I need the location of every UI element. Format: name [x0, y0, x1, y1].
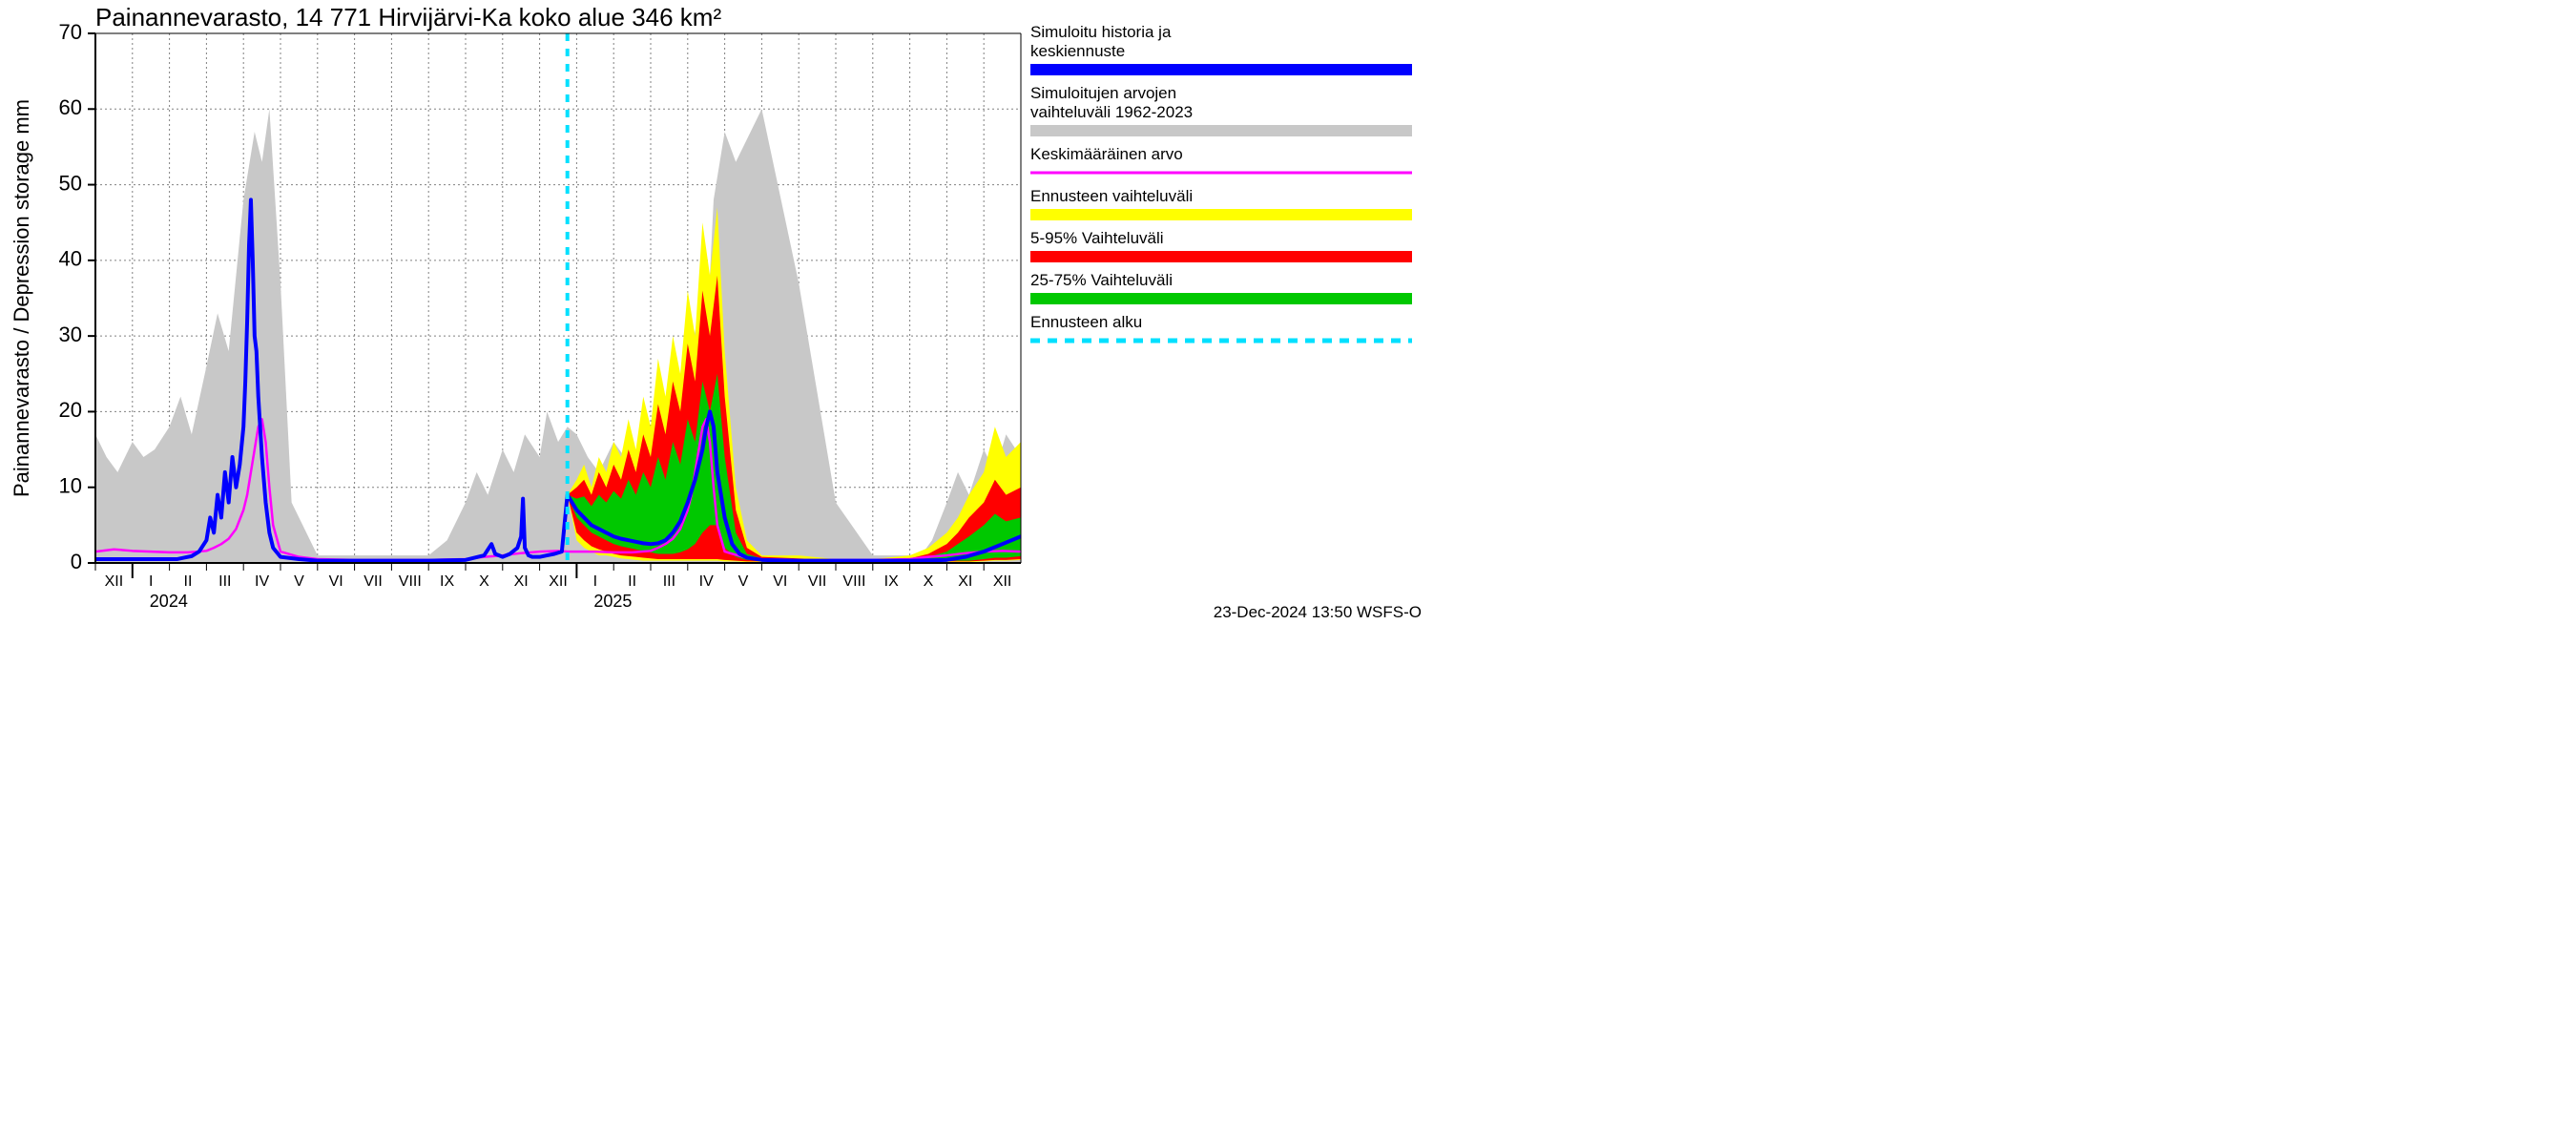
legend-label: Simuloitu historia ja [1030, 23, 1172, 41]
x-month-label: VI [773, 573, 787, 590]
x-month-label: I [593, 573, 597, 590]
legend-label: vaihteluväli 1962-2023 [1030, 103, 1193, 121]
x-month-label: V [738, 573, 749, 590]
chart-root: 010203040506070XIIIIIIIIIVVVIVIIVIIIIXXX… [0, 0, 1431, 636]
x-month-label: I [149, 573, 153, 590]
legend-swatch [1030, 293, 1412, 304]
legend-swatch [1030, 64, 1412, 75]
x-month-label: XI [514, 573, 529, 590]
x-month-label: III [218, 573, 231, 590]
x-month-label: VI [329, 573, 343, 590]
legend-label: Ennusteen alku [1030, 313, 1142, 331]
x-month-label: VIII [399, 573, 422, 590]
legend-label: Simuloitujen arvojen [1030, 84, 1176, 102]
legend-swatch [1030, 125, 1412, 136]
x-month-label: XII [549, 573, 568, 590]
x-month-label: VII [808, 573, 827, 590]
y-tick-label: 20 [59, 398, 82, 422]
legend-label: keskiennuste [1030, 42, 1125, 60]
y-tick-label: 0 [71, 550, 82, 573]
x-month-label: X [479, 573, 489, 590]
y-axis-label: Painannevarasto / Depression storage mm [10, 99, 33, 497]
y-tick-label: 70 [59, 20, 82, 44]
x-month-label: IV [255, 573, 269, 590]
x-year-label: 2025 [593, 592, 632, 611]
x-month-label: IX [884, 573, 899, 590]
legend-label: 5-95% Vaihteluväli [1030, 229, 1164, 247]
x-month-label: II [184, 573, 193, 590]
x-month-label: III [663, 573, 675, 590]
legend-swatch [1030, 209, 1412, 220]
chart-title: Painannevarasto, 14 771 Hirvijärvi-Ka ko… [95, 3, 721, 31]
chart-svg: 010203040506070XIIIIIIIIIVVVIVIIVIIIIXXX… [0, 0, 1431, 636]
legend-swatch [1030, 251, 1412, 262]
x-month-label: IX [440, 573, 454, 590]
y-tick-label: 50 [59, 171, 82, 195]
legend-label: 25-75% Vaihteluväli [1030, 271, 1173, 289]
x-year-label: 2024 [150, 592, 188, 611]
legend-label: Keskimääräinen arvo [1030, 145, 1183, 163]
x-month-label: II [628, 573, 636, 590]
x-month-label: V [294, 573, 304, 590]
y-tick-label: 40 [59, 247, 82, 271]
footer-label: 23-Dec-2024 13:50 WSFS-O [1214, 603, 1422, 621]
x-month-label: VII [364, 573, 383, 590]
x-month-label: XI [958, 573, 972, 590]
legend-label: Ennusteen vaihteluväli [1030, 187, 1193, 205]
x-month-label: XII [993, 573, 1012, 590]
y-tick-label: 30 [59, 323, 82, 346]
y-tick-label: 10 [59, 474, 82, 498]
x-month-label: VIII [842, 573, 865, 590]
x-month-label: X [924, 573, 934, 590]
x-month-label: XII [105, 573, 124, 590]
x-month-label: IV [699, 573, 714, 590]
y-tick-label: 60 [59, 95, 82, 119]
